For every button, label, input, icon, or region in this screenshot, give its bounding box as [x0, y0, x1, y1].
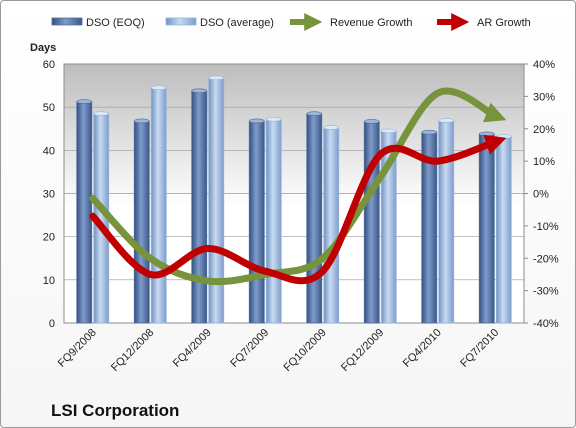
- x-tick-label: FQ4/2009: [171, 327, 214, 370]
- bar-cap: [438, 118, 455, 123]
- bar-cap: [495, 134, 512, 139]
- bar: [363, 121, 380, 324]
- bar: [208, 77, 225, 324]
- series-line: [89, 134, 507, 285]
- bar: [438, 120, 455, 324]
- bar-cap: [306, 111, 323, 116]
- bar: [478, 133, 495, 324]
- bar-cap: [150, 85, 167, 91]
- bar-cap: [76, 99, 93, 104]
- x-tick-label: FQ12/2009: [339, 327, 386, 374]
- bar-cap: [323, 125, 340, 130]
- bar: [76, 101, 93, 324]
- bar-cap: [93, 111, 110, 116]
- bar-cap: [478, 131, 495, 137]
- bar: [265, 118, 282, 324]
- legend: DSO (EOQ) DSO (average) Revenue Growth AR G…: [51, 13, 531, 31]
- y-axis-label: Days: [30, 42, 56, 54]
- bar-cap: [248, 118, 265, 124]
- legend-swatch: [51, 17, 83, 26]
- bar: [133, 120, 150, 324]
- y2-tick-label: 30%: [533, 91, 555, 103]
- y2-tick-label: -10%: [533, 221, 559, 233]
- bar-cap: [380, 128, 397, 134]
- bar-cap: [363, 119, 380, 124]
- y-tick-label: 40: [43, 145, 55, 157]
- legend-label: Revenue Growth: [330, 17, 413, 29]
- x-axis: FQ9/2008 FQ12/2008 FQ4/2009 FQ7/2009 FQ10/20…: [56, 327, 502, 374]
- y2-tick-label: 20%: [533, 124, 555, 136]
- legend-swatch: [165, 17, 197, 26]
- y-axis-right: -40% -30% -20% -10% 0% 10% 20% 30% 40%: [524, 59, 559, 330]
- y-tick-label: 20: [43, 232, 55, 244]
- y2-tick-label: -40%: [533, 318, 559, 330]
- bar: [323, 127, 340, 324]
- bar: [248, 120, 265, 324]
- line-series: [89, 87, 507, 286]
- bar-cap: [208, 75, 225, 81]
- x-tick-label: FQ10/2009: [281, 327, 328, 374]
- y2-tick-label: -30%: [533, 286, 559, 298]
- bar: [191, 90, 208, 324]
- bar-cap: [191, 88, 208, 94]
- y-tick-label: 10: [43, 275, 55, 287]
- bar: [306, 113, 323, 324]
- x-tick-label: FQ7/2009: [228, 327, 271, 370]
- y2-tick-label: 0%: [533, 189, 549, 201]
- legend-label: AR Growth: [477, 17, 531, 29]
- x-tick-label: FQ12/2008: [109, 327, 156, 374]
- y-axis-left: 0 10 20 30 40 50 60: [43, 59, 55, 330]
- bar-cap: [265, 116, 282, 122]
- y2-tick-label: 10%: [533, 156, 555, 168]
- y2-tick-label: -20%: [533, 253, 559, 265]
- chart-title: LSI Corporation: [51, 401, 179, 420]
- y-tick-label: 50: [43, 102, 55, 114]
- y-tick-label: 30: [43, 189, 55, 201]
- legend-label: DSO (EOQ): [86, 17, 145, 29]
- bar-cap: [133, 118, 150, 124]
- bar-series: [76, 75, 512, 324]
- series-line: [89, 87, 507, 286]
- x-tick-label: FQ9/2008: [56, 327, 99, 370]
- y-tick-label: 0: [49, 318, 55, 330]
- x-tick-label: FQ4/2010: [401, 327, 444, 370]
- x-tick-label: FQ7/2010: [458, 327, 501, 370]
- bar-cap: [421, 129, 438, 135]
- bar: [495, 136, 512, 324]
- bar: [150, 87, 167, 324]
- y-tick-label: 60: [43, 59, 55, 71]
- legend-label: DSO (average): [200, 17, 274, 29]
- y2-tick-label: 40%: [533, 59, 555, 71]
